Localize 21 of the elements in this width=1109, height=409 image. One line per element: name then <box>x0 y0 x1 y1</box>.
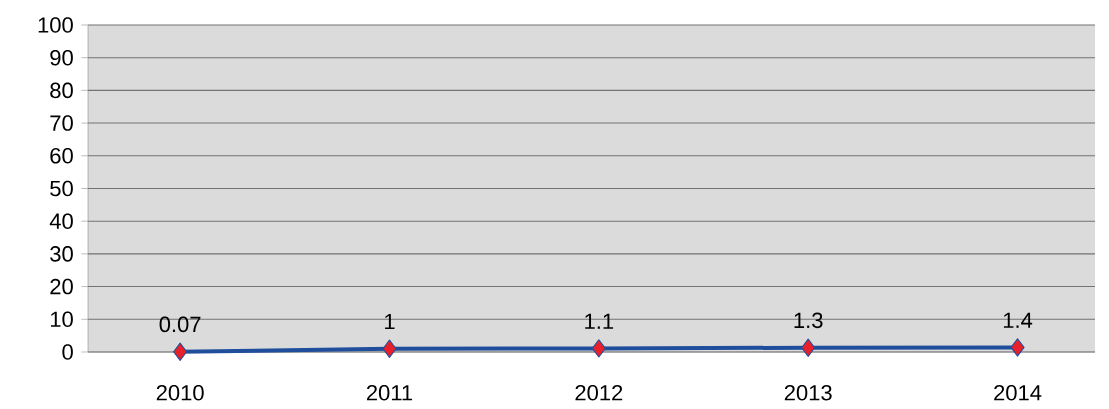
x-tick-label: 2012 <box>575 384 623 401</box>
y-tick-label: 10 <box>50 311 73 328</box>
x-tick-label: 2011 <box>366 384 413 401</box>
y-tick-label: 30 <box>50 246 73 262</box>
y-tick-label: 90 <box>50 49 73 66</box>
x-tick-label: 2014 <box>994 384 1042 401</box>
data-label: 1 <box>385 313 395 330</box>
y-tick-label: 40 <box>49 213 73 229</box>
y-tick-label: 60 <box>50 147 73 164</box>
y-tick-label: 70 <box>50 115 73 131</box>
y-tick-label: 20 <box>50 278 73 295</box>
data-label: 1.3 <box>794 312 823 329</box>
x-tick-label: 2010 <box>156 384 204 401</box>
data-label: 1.1 <box>585 313 614 329</box>
y-tick-label: 0 <box>62 344 73 360</box>
y-tick-label: 100 <box>38 17 73 33</box>
x-tick-label: 2013 <box>784 384 832 401</box>
data-label: 1.4 <box>1003 312 1033 328</box>
y-tick-label: 50 <box>50 180 73 197</box>
data-label: 0.07 <box>159 316 201 333</box>
y-tick-label: 80 <box>50 82 73 99</box>
